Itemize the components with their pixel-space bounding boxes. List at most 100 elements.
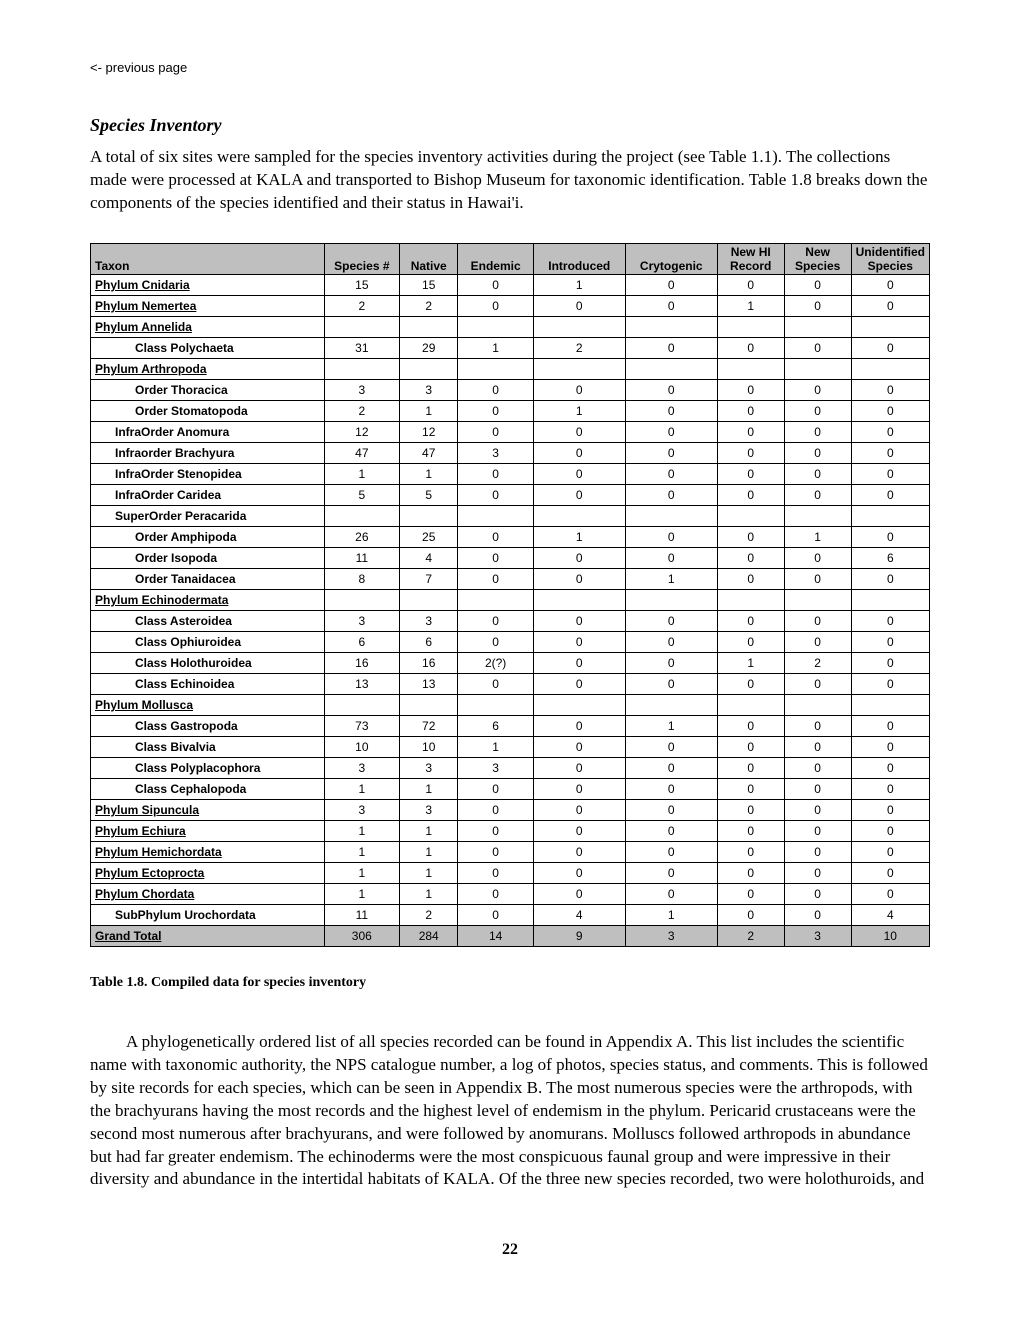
table-column-header: Native	[399, 243, 458, 274]
data-cell: 0	[533, 463, 625, 484]
data-cell: 0	[717, 631, 784, 652]
data-cell: 0	[533, 295, 625, 316]
data-cell: 12	[399, 421, 458, 442]
data-cell	[851, 694, 929, 715]
data-cell: 1	[399, 862, 458, 883]
data-cell: 0	[625, 799, 717, 820]
data-cell: 0	[717, 610, 784, 631]
table-column-header: NewSpecies	[784, 243, 851, 274]
table-row: Phylum Annelida	[91, 316, 930, 337]
table-column-header: UnidentifiedSpecies	[851, 243, 929, 274]
data-cell: 0	[784, 484, 851, 505]
table-row: Class Polychaeta3129120000	[91, 337, 930, 358]
data-cell: 7	[399, 568, 458, 589]
data-cell: 4	[851, 904, 929, 925]
data-cell	[851, 358, 929, 379]
data-cell	[625, 358, 717, 379]
data-cell: 0	[458, 841, 533, 862]
data-cell: 0	[458, 421, 533, 442]
data-cell	[533, 589, 625, 610]
data-cell: 26	[324, 526, 399, 547]
data-cell: 0	[533, 841, 625, 862]
data-cell: 0	[625, 883, 717, 904]
data-cell: 0	[625, 421, 717, 442]
data-cell: 13	[324, 673, 399, 694]
data-cell: 0	[717, 778, 784, 799]
data-cell: 0	[784, 841, 851, 862]
data-cell: 0	[851, 526, 929, 547]
table-column-header: Endemic	[458, 243, 533, 274]
total-data-cell: 306	[324, 925, 399, 946]
data-cell: 0	[784, 715, 851, 736]
taxon-cell: Class Asteroidea	[91, 610, 325, 631]
data-cell: 6	[324, 631, 399, 652]
taxon-cell: Order Stomatopoda	[91, 400, 325, 421]
data-cell: 0	[851, 421, 929, 442]
table-header: TaxonSpecies #NativeEndemicIntroducedCry…	[91, 243, 930, 274]
table-row: SuperOrder Peracarida	[91, 505, 930, 526]
data-cell	[717, 505, 784, 526]
data-cell: 0	[784, 820, 851, 841]
data-cell: 0	[784, 442, 851, 463]
taxon-cell: Class Gastropoda	[91, 715, 325, 736]
data-cell: 0	[533, 631, 625, 652]
data-cell	[458, 589, 533, 610]
data-cell: 29	[399, 337, 458, 358]
data-cell	[533, 316, 625, 337]
data-cell: 1	[533, 274, 625, 295]
data-cell: 0	[533, 379, 625, 400]
data-cell: 0	[458, 484, 533, 505]
data-cell: 3	[458, 757, 533, 778]
data-cell	[784, 358, 851, 379]
data-cell: 1	[324, 820, 399, 841]
data-cell: 0	[458, 274, 533, 295]
taxon-cell: Phylum Echiura	[91, 820, 325, 841]
taxon-cell: Phylum Ectoprocta	[91, 862, 325, 883]
data-cell: 2	[324, 400, 399, 421]
data-cell	[399, 589, 458, 610]
taxon-cell: Infraorder Brachyura	[91, 442, 325, 463]
data-cell: 15	[399, 274, 458, 295]
data-cell: 0	[851, 274, 929, 295]
data-cell: 0	[458, 379, 533, 400]
data-cell: 0	[458, 568, 533, 589]
data-cell	[625, 505, 717, 526]
data-cell: 0	[625, 442, 717, 463]
data-cell	[533, 694, 625, 715]
data-cell: 0	[458, 547, 533, 568]
total-data-cell: 3	[784, 925, 851, 946]
taxon-cell: Phylum Chordata	[91, 883, 325, 904]
taxon-cell: Class Ophiuroidea	[91, 631, 325, 652]
table-total-row: Grand Total30628414932310	[91, 925, 930, 946]
data-cell: 0	[625, 295, 717, 316]
data-cell: 0	[717, 757, 784, 778]
table-row: Phylum Arthropoda	[91, 358, 930, 379]
total-data-cell: 2	[717, 925, 784, 946]
data-cell: 0	[784, 295, 851, 316]
previous-page-link[interactable]: <- previous page	[90, 60, 930, 75]
table-row: Order Stomatopoda21010000	[91, 400, 930, 421]
page-container: <- previous page Species Inventory A tot…	[0, 0, 1020, 1299]
table-row: Phylum Echiura11000000	[91, 820, 930, 841]
table-row: Phylum Mollusca	[91, 694, 930, 715]
data-cell: 0	[625, 778, 717, 799]
data-cell: 0	[717, 799, 784, 820]
data-cell: 2	[784, 652, 851, 673]
data-cell: 0	[717, 484, 784, 505]
data-cell: 2	[399, 295, 458, 316]
data-cell: 0	[625, 463, 717, 484]
data-cell	[717, 589, 784, 610]
data-cell: 0	[533, 799, 625, 820]
data-cell: 0	[533, 715, 625, 736]
data-cell: 3	[324, 799, 399, 820]
table-column-header: New HIRecord	[717, 243, 784, 274]
data-cell	[399, 358, 458, 379]
data-cell: 0	[625, 631, 717, 652]
data-cell: 2	[533, 337, 625, 358]
data-cell: 0	[533, 568, 625, 589]
data-cell: 0	[717, 673, 784, 694]
data-cell: 4	[533, 904, 625, 925]
data-cell: 0	[533, 778, 625, 799]
data-cell	[851, 589, 929, 610]
data-cell: 0	[533, 736, 625, 757]
